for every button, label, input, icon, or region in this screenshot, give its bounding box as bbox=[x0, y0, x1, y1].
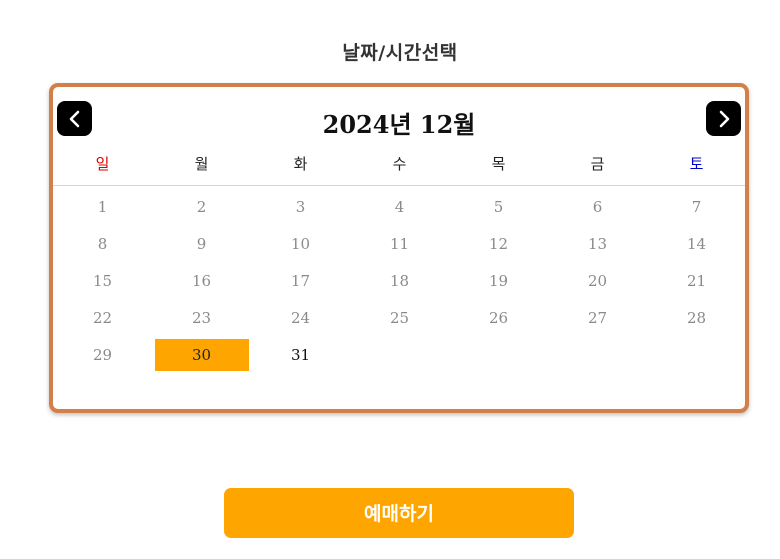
day-cell: 21 bbox=[686, 272, 707, 290]
day-cell: 25 bbox=[389, 309, 410, 327]
prev-month-button[interactable] bbox=[57, 101, 92, 136]
weekday-thursday: 목 bbox=[491, 155, 506, 173]
day-cell-selected[interactable]: 30 bbox=[154, 339, 249, 371]
day-cell: 26 bbox=[488, 309, 509, 327]
day-cell: 13 bbox=[587, 235, 608, 253]
day-cell: 27 bbox=[587, 309, 608, 327]
weekday-monday: 월 bbox=[194, 155, 209, 173]
day-cell: 20 bbox=[587, 272, 608, 290]
next-month-button[interactable] bbox=[706, 101, 741, 136]
day-cell: 10 bbox=[290, 235, 311, 253]
day-cell: 7 bbox=[691, 198, 702, 216]
weekday-wednesday: 수 bbox=[392, 155, 407, 173]
day-cell: 18 bbox=[389, 272, 410, 290]
day-cell: 23 bbox=[191, 309, 212, 327]
day-cell: 8 bbox=[97, 235, 108, 253]
day-cell: 16 bbox=[191, 272, 212, 290]
weekday-friday: 금 bbox=[590, 155, 605, 173]
day-cell: 1 bbox=[97, 198, 108, 216]
chevron-left-icon bbox=[69, 110, 79, 127]
book-button[interactable]: 예매하기 bbox=[224, 488, 574, 538]
day-cell: 19 bbox=[488, 272, 509, 290]
day-cell: 6 bbox=[592, 198, 603, 216]
day-cell: 29 bbox=[92, 346, 113, 364]
weekday-sunday: 일 bbox=[95, 155, 110, 173]
day-cell: 28 bbox=[686, 309, 707, 327]
day-cell: 14 bbox=[686, 235, 707, 253]
day-cell: 12 bbox=[488, 235, 509, 253]
day-cell: 22 bbox=[92, 309, 113, 327]
day-cell: 17 bbox=[290, 272, 311, 290]
page-title: 날짜/시간선택 bbox=[342, 42, 458, 64]
chevron-right-icon bbox=[719, 110, 729, 127]
weekday-header: 일 월 화 수 목 금 토 bbox=[53, 153, 745, 186]
calendar: 2024년 12월 일 월 화 수 목 금 토 1 2 3 4 5 6 7 8 9 10 11 12 1… bbox=[49, 83, 749, 413]
month-title: 2024년 12월 bbox=[322, 110, 476, 139]
day-cell: 4 bbox=[394, 198, 405, 216]
day-cell: 9 bbox=[196, 235, 207, 253]
day-grid: 1 2 3 4 5 6 7 8 9 10 11 12 13 14 15 16 17 18 19 20 21 22 23 24 2… bbox=[53, 87, 745, 409]
weekday-saturday: 토 bbox=[689, 155, 704, 173]
day-cell: 5 bbox=[493, 198, 504, 216]
day-cell[interactable]: 31 bbox=[290, 346, 311, 364]
day-cell: 3 bbox=[295, 198, 306, 216]
weekday-tuesday: 화 bbox=[293, 155, 308, 173]
day-cell: 24 bbox=[290, 309, 311, 327]
day-cell: 15 bbox=[92, 272, 113, 290]
day-cell: 11 bbox=[389, 235, 410, 253]
day-cell: 2 bbox=[196, 198, 207, 216]
